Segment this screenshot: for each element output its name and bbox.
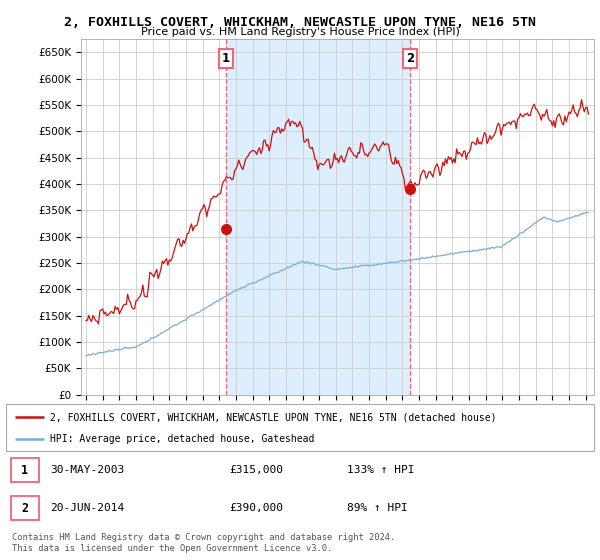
Text: £390,000: £390,000	[229, 503, 283, 513]
Text: 30-MAY-2003: 30-MAY-2003	[50, 465, 124, 475]
Text: 2: 2	[21, 502, 28, 515]
Text: HPI: Average price, detached house, Gateshead: HPI: Average price, detached house, Gate…	[50, 434, 314, 444]
FancyBboxPatch shape	[11, 458, 39, 482]
Text: Price paid vs. HM Land Registry's House Price Index (HPI): Price paid vs. HM Land Registry's House …	[140, 27, 460, 37]
Text: 2, FOXHILLS COVERT, WHICKHAM, NEWCASTLE UPON TYNE, NE16 5TN: 2, FOXHILLS COVERT, WHICKHAM, NEWCASTLE …	[64, 16, 536, 29]
Text: Contains HM Land Registry data © Crown copyright and database right 2024.
This d: Contains HM Land Registry data © Crown c…	[12, 533, 395, 553]
Text: 89% ↑ HPI: 89% ↑ HPI	[347, 503, 408, 513]
Text: 133% ↑ HPI: 133% ↑ HPI	[347, 465, 415, 475]
Text: £315,000: £315,000	[229, 465, 283, 475]
Bar	[226, 39, 410, 395]
Text: 2, FOXHILLS COVERT, WHICKHAM, NEWCASTLE UPON TYNE, NE16 5TN (detached house): 2, FOXHILLS COVERT, WHICKHAM, NEWCASTLE …	[50, 412, 497, 422]
Text: 1: 1	[222, 52, 230, 65]
FancyBboxPatch shape	[11, 496, 39, 520]
FancyBboxPatch shape	[6, 404, 594, 451]
Text: 2: 2	[406, 52, 414, 65]
Text: 1: 1	[21, 464, 28, 477]
Text: 20-JUN-2014: 20-JUN-2014	[50, 503, 124, 513]
